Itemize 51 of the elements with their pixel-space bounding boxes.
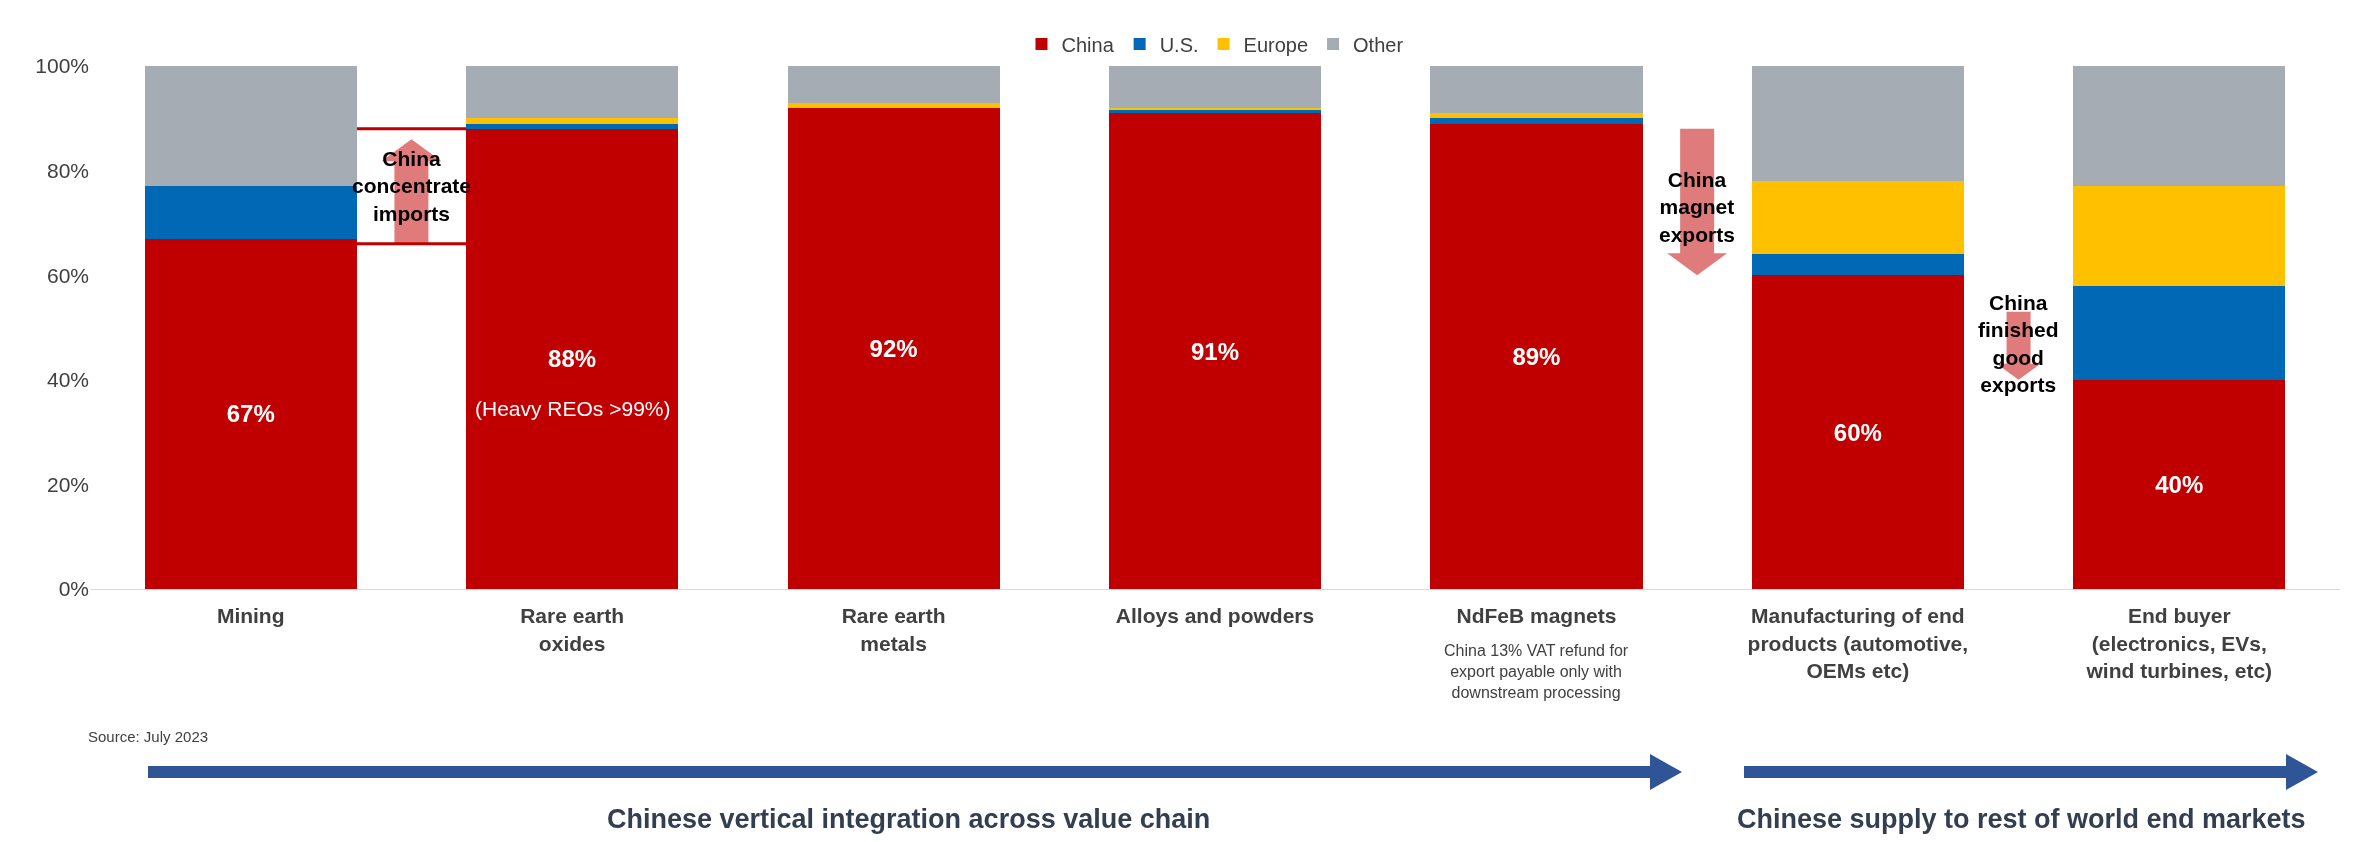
y-tick-label: 100%: [35, 54, 89, 78]
legend-label: Europe: [1243, 33, 1309, 56]
data-label: 91%: [1190, 337, 1240, 365]
y-tick-label: 40%: [46, 368, 89, 392]
bar: [1430, 123, 1643, 589]
x-tick-label: End buyer (electronics, EVs, wind turbines, etc): [2085, 604, 2273, 682]
bar: [1751, 254, 1964, 276]
data-label: 40%: [2155, 470, 2204, 498]
bar: [466, 66, 679, 119]
annotation: (Heavy REOs >99%): [475, 397, 671, 420]
source-note: Source: July 2023: [88, 728, 209, 745]
bar: [466, 118, 679, 124]
bar: [1108, 66, 1322, 108]
x-tick-label: NdFeB magnets: [1456, 604, 1617, 628]
bar: [1430, 113, 1643, 119]
data-label: 88%: [548, 345, 597, 373]
bar: [2073, 186, 2286, 286]
y-tick-label: 60%: [46, 263, 89, 287]
bar: [1430, 66, 1643, 114]
bar: [1751, 181, 1964, 255]
x-tick-label: Rare earth oxides: [520, 604, 625, 655]
x-tick-label: Mining: [216, 604, 285, 628]
legend-label: U.S.: [1159, 33, 1199, 56]
y-tick-label: 80%: [46, 158, 89, 182]
y-tick-label: 20%: [46, 472, 89, 496]
text: China 13% VAT refund for export payable only with downstream processing: [1444, 642, 1629, 701]
data-label: 89%: [1512, 342, 1561, 370]
legend-label: Other: [1353, 33, 1404, 56]
bar: [1751, 66, 1964, 182]
data-label: 67%: [226, 400, 275, 428]
bar: [2073, 66, 2286, 187]
data-label: 60%: [1833, 418, 1882, 446]
x-tick-label: Alloys and powders: [1115, 604, 1315, 628]
text: Chinese vertical integration across value chain: [607, 804, 1211, 834]
y-tick-label: 0%: [58, 577, 89, 601]
bar: [1108, 113, 1322, 589]
bar: [2073, 285, 2286, 380]
text: Chinese supply to rest of world end markets: [1737, 804, 2306, 834]
bar: [1430, 118, 1643, 124]
data-label: 92%: [869, 334, 918, 362]
bar: [144, 238, 357, 589]
bar: [466, 123, 679, 129]
bar: [1751, 275, 1964, 589]
bar: [787, 107, 1000, 589]
legend-label: China: [1061, 33, 1115, 56]
bar: [787, 102, 1000, 108]
bar: [787, 66, 1000, 103]
annotation: China finished good exports: [1978, 291, 2059, 396]
x-tick-label: Rare earth metals: [841, 604, 946, 655]
x-tick-label: Manufacturing of end products (automotive, OEMs etc): [1747, 604, 1969, 682]
bar: [2073, 379, 2286, 589]
